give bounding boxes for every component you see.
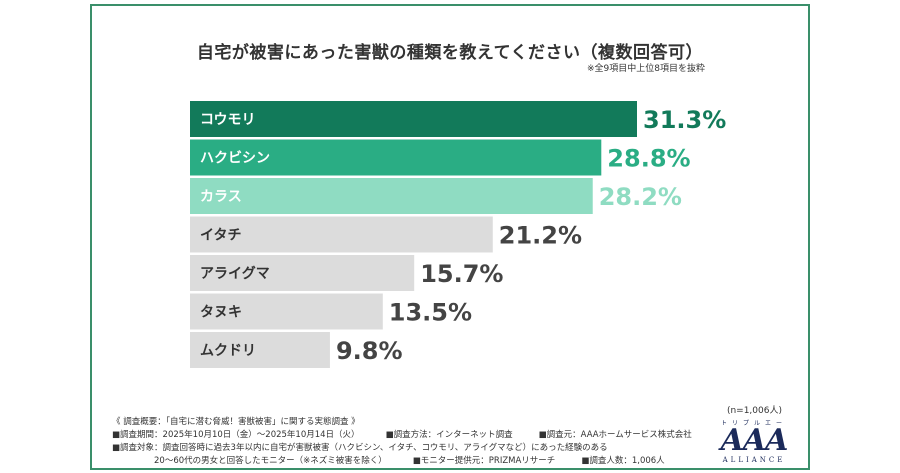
value-label-5: 15.7% <box>420 260 503 288</box>
category-label-6: タヌキ <box>200 305 242 321</box>
category-label-4: イタチ <box>200 228 241 244</box>
survey-target-cont: 20〜60代の男女と回答したモニター（※ネズミ被害を除く） <box>154 456 387 466</box>
notes-row-2: ■調査期間：2025年10月10日（金）〜2025年10月14日（火） ■調査方法… <box>112 429 692 442</box>
chart-subtitle: ※全9項目中上位8項目を抜粋 <box>587 64 705 74</box>
bar-4 <box>190 216 493 253</box>
logo-kana: トリプルエー <box>720 420 787 427</box>
bar-5 <box>190 255 415 291</box>
survey-provider: ■モニター提供元：PRIZMAリサーチ <box>412 456 556 466</box>
logo-main: AAA <box>720 423 789 458</box>
survey-source: ■調査元：AAAホームサービス株式会社 <box>538 430 692 440</box>
category-label-5: アライグマ <box>200 265 270 282</box>
value-label-1: 31.3% <box>643 106 726 134</box>
chart-title: 自宅が被害にあった害獣の種類を教えてください（複数回答可） <box>196 43 704 63</box>
value-label-6: 13.5% <box>389 299 472 327</box>
sample-size: (n=1,006人) <box>726 406 782 416</box>
bar-7 <box>190 332 330 368</box>
notes-heading: 《 調査概要：「自宅に潜む脅威！害獣被害」に関する実態調査 》 <box>112 417 360 427</box>
survey-period: ■調査期間：2025年10月10日（金）〜2025年10月14日（火） <box>112 430 360 440</box>
bar-1 <box>190 101 637 137</box>
bar-6 <box>190 293 383 330</box>
survey-method: ■調査方法：インターネット調査 <box>385 430 513 440</box>
survey-count: ■調査人数：1,006人 <box>581 456 665 466</box>
value-label-2: 28.8% <box>607 145 690 173</box>
category-label-2: ハクビシン <box>200 151 270 167</box>
survey-notes: 《 調査概要：「自宅に潜む脅威！害獣被害」に関する実態調査 》 ■調査期間：20… <box>112 416 692 468</box>
value-label-4: 21.2% <box>499 222 582 250</box>
notes-row-4: 20〜60代の男女と回答したモニター（※ネズミ被害を除く） ■モニター提供元：PR… <box>112 455 692 468</box>
logo-sub: ALLIANCE <box>722 456 786 464</box>
category-label-7: ムクドリ <box>200 343 256 359</box>
value-label-3: 28.2% <box>599 183 682 211</box>
category-label-3: カラス <box>200 189 242 205</box>
value-label-7: 9.8% <box>336 337 403 365</box>
bar-2 <box>190 139 602 176</box>
bar-3 <box>190 178 593 214</box>
aaa-alliance-logo: トリプルエー AAA ALLIANCE <box>712 418 796 468</box>
survey-target: ■調査対象：調査回答時に過去3年以内に自宅が害獣被害（ハクビシン、イタチ、コウモ… <box>112 443 608 453</box>
category-label-1: コウモリ <box>200 112 255 128</box>
